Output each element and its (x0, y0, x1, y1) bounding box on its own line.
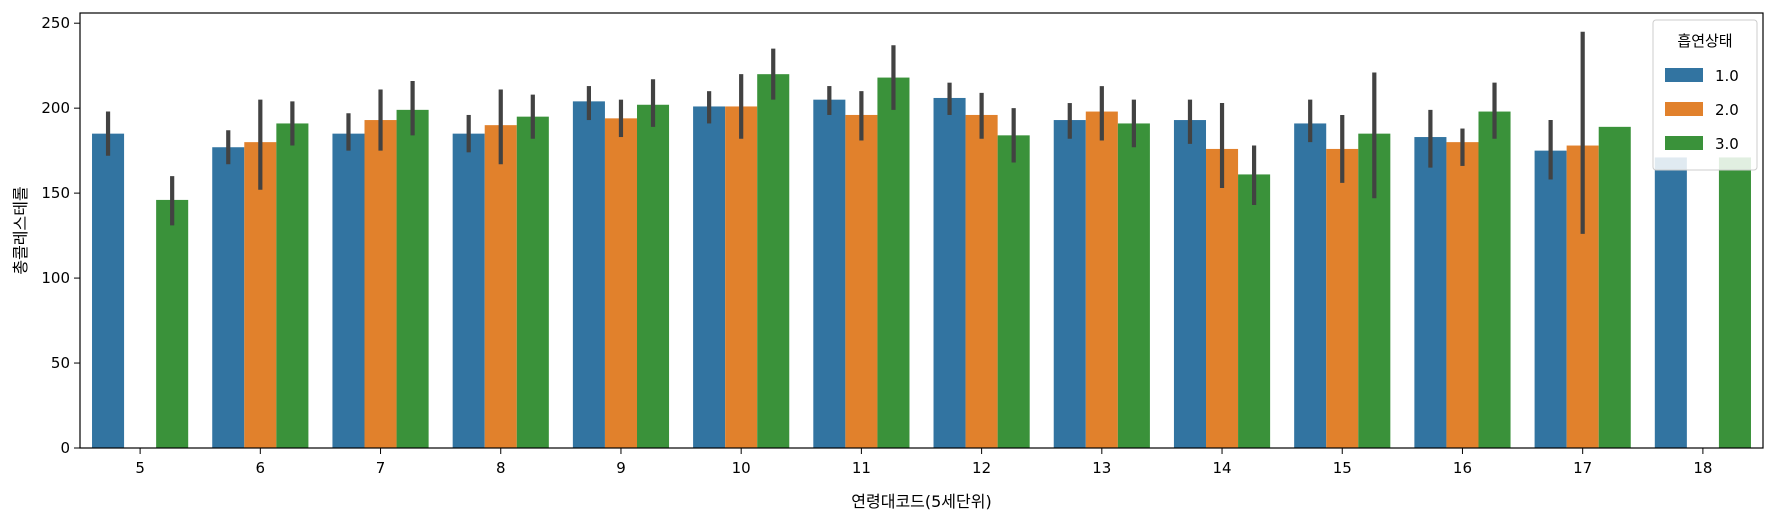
bar-3.0-8 (516, 116, 549, 448)
bar-1.0-11 (813, 99, 846, 448)
bar-1.0-18 (1654, 157, 1687, 448)
x-tick-label: 14 (1212, 459, 1231, 477)
bar-3.0-7 (396, 109, 429, 448)
bar-2.0-7 (364, 120, 397, 448)
bar-1.0-12 (933, 97, 966, 448)
plot-area (92, 74, 1751, 448)
y-tick-label: 100 (41, 269, 70, 287)
y-tick-label: 0 (60, 439, 70, 457)
bar-3.0-9 (636, 104, 670, 448)
legend-swatch (1665, 68, 1703, 82)
bar-1.0-8 (452, 133, 485, 448)
bar-2.0-10 (725, 106, 758, 448)
bar-1.0-6 (212, 147, 245, 448)
bar-3.0-5 (156, 199, 189, 448)
legend-label: 3.0 (1715, 135, 1739, 153)
plot-frame (79, 12, 1764, 449)
bar-2.0-9 (604, 118, 637, 448)
legend-swatch (1665, 136, 1703, 150)
bar-3.0-16 (1478, 111, 1511, 448)
legend-label: 2.0 (1715, 101, 1739, 119)
x-tick-label: 9 (616, 459, 626, 477)
x-tick-label: 12 (972, 459, 991, 477)
y-tick-label: 200 (41, 99, 70, 117)
bar-2.0-12 (965, 114, 998, 448)
y-tick-label: 250 (41, 14, 70, 32)
bar-2.0-11 (845, 114, 878, 448)
x-tick-label: 10 (732, 459, 751, 477)
bar-1.0-5 (92, 133, 125, 448)
bar-1.0-17 (1534, 150, 1567, 448)
bar-1.0-7 (332, 133, 365, 448)
x-axis-label: 연령대코드(5세단위) (851, 492, 991, 511)
bar-3.0-12 (997, 135, 1030, 448)
bar-1.0-10 (693, 106, 726, 448)
bar-1.0-9 (572, 101, 605, 448)
x-tick-label: 16 (1453, 459, 1472, 477)
bar-3.0-17 (1598, 126, 1631, 448)
bar-2.0-14 (1206, 148, 1239, 448)
y-tick-label: 150 (41, 184, 70, 202)
legend-items: 1.0 2.0 3.0 (1665, 67, 1739, 153)
error-bars (105, 31, 1585, 234)
bar-3.0-14 (1238, 174, 1271, 448)
bar-3.0-11 (877, 77, 910, 448)
bar-3.0-10 (757, 74, 790, 448)
x-tick-label: 15 (1333, 459, 1352, 477)
bar-2.0-16 (1446, 142, 1479, 448)
x-tick-label: 18 (1693, 459, 1712, 477)
x-tick-label: 17 (1573, 459, 1592, 477)
x-tick-label: 13 (1092, 459, 1111, 477)
legend: 흡연상태 1.0 2.0 3.0 (1652, 19, 1758, 171)
legend-label: 1.0 (1715, 67, 1739, 85)
x-tick-label: 7 (376, 459, 386, 477)
bar-1.0-16 (1414, 137, 1447, 448)
x-axis-ticks: 5 6 7 8 9 10 11 12 13 14 15 16 17 18 (135, 448, 1712, 477)
y-tick-label: 50 (51, 354, 70, 372)
x-tick-label: 11 (852, 459, 871, 477)
bar-2.0-13 (1085, 111, 1118, 448)
bar-3.0-18 (1718, 157, 1751, 448)
bar-1.0-13 (1053, 120, 1086, 448)
bar-2.0-8 (484, 125, 517, 448)
bar-3.0-6 (276, 123, 309, 448)
legend-title: 흡연상태 (1677, 32, 1732, 50)
bar-1.0-15 (1294, 123, 1327, 448)
legend-swatch (1665, 102, 1703, 116)
x-tick-label: 5 (135, 459, 145, 477)
bar-2.0-6 (244, 142, 277, 448)
x-tick-label: 8 (496, 459, 506, 477)
bar-1.0-14 (1173, 120, 1207, 448)
x-tick-label: 6 (256, 459, 266, 477)
y-axis-ticks: 0 50 100 150 200 250 (41, 14, 80, 457)
bar-2.0-15 (1326, 148, 1359, 448)
y-axis-label: 총콜레스테롤 (11, 186, 30, 274)
legend-box (1652, 19, 1758, 171)
bar-3.0-13 (1117, 123, 1150, 448)
